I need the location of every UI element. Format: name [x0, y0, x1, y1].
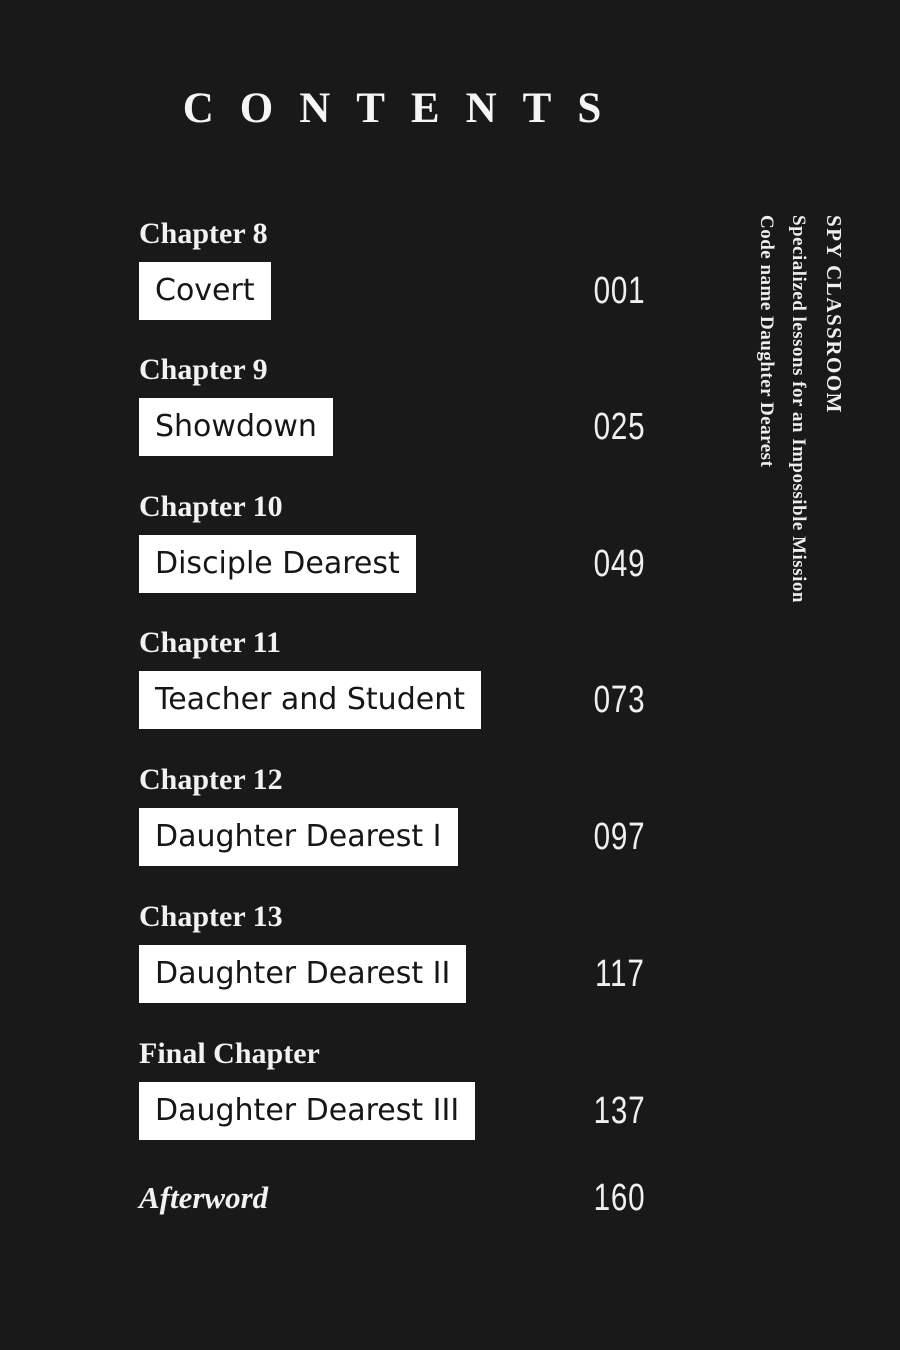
toc-entry-row: Teacher and Student 073 — [139, 671, 645, 729]
page-number: 117 — [595, 953, 645, 995]
toc-entry-row: Disciple Dearest 049 — [139, 535, 645, 593]
toc-entry-row: Daughter Dearest I 097 — [139, 808, 645, 866]
chapter-title-box: Daughter Dearest II — [139, 945, 467, 1003]
toc-entry-row: Daughter Dearest III 137 — [139, 1082, 645, 1140]
page-number: 137 — [593, 1090, 645, 1132]
chapter-title-box: Disciple Dearest — [139, 535, 416, 593]
afterword-label: Afterword — [139, 1180, 269, 1215]
toc-entry-row: Covert 001 — [139, 262, 645, 320]
toc-entry-row: Showdown 025 — [139, 398, 645, 456]
chapter-title-box: Teacher and Student — [139, 671, 481, 729]
afterword-entry: Afterword 160 — [139, 1178, 645, 1218]
chapter-title-box: Covert — [139, 262, 271, 320]
page-number: 160 — [593, 1177, 645, 1219]
page-number: 073 — [593, 679, 645, 721]
toc-entry-row: Daughter Dearest II 117 — [139, 945, 645, 1003]
page-number: 025 — [593, 406, 645, 448]
series-title: SPY CLASSROOM — [822, 215, 846, 414]
chapter-title-box: Daughter Dearest III — [139, 1082, 476, 1140]
toc-entry: Chapter 9 Showdown 025 — [139, 350, 645, 456]
toc-entry: Final Chapter Daughter Dearest III 137 — [139, 1034, 645, 1140]
chapter-label: Chapter 10 — [139, 490, 283, 523]
chapter-label: Chapter 11 — [139, 626, 281, 659]
chapter-label: Chapter 12 — [139, 763, 283, 796]
page-number: 097 — [593, 816, 645, 858]
page-number: 049 — [593, 543, 645, 585]
series-subtitle: Specialized lessons for an Impossible Mi… — [787, 215, 809, 603]
chapter-title-box: Showdown — [139, 398, 333, 456]
chapter-title-box: Daughter Dearest I — [139, 808, 458, 866]
toc-entry: Chapter 8 Covert 001 — [139, 214, 645, 320]
page-number: 001 — [593, 270, 645, 312]
toc-entry: Chapter 10 Disciple Dearest 049 — [139, 487, 645, 593]
spine-vertical-text: SPY CLASSROOM Specialized lessons for an… — [756, 215, 846, 915]
page-title: CONTENTS — [182, 85, 628, 132]
toc-entry: Chapter 11 Teacher and Student 073 — [139, 623, 645, 729]
chapter-label: Final Chapter — [139, 1037, 320, 1070]
toc-entry: Chapter 12 Daughter Dearest I 097 — [139, 760, 645, 866]
chapter-label: Chapter 8 — [139, 217, 268, 250]
series-codename: Code name Daughter Dearest — [756, 215, 778, 468]
toc-entry: Chapter 13 Daughter Dearest II 117 — [139, 897, 645, 1003]
chapter-label: Chapter 9 — [139, 353, 268, 386]
chapter-label: Chapter 13 — [139, 900, 283, 933]
